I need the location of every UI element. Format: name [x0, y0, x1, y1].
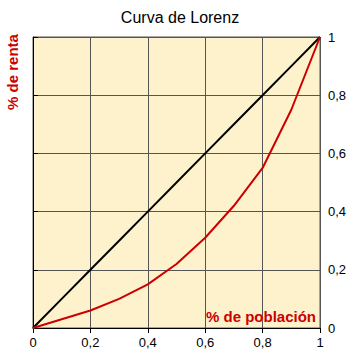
svg-text:% de población: % de población [206, 308, 316, 325]
svg-text:Curva de Lorenz: Curva de Lorenz [121, 9, 239, 26]
svg-text:0,6: 0,6 [328, 146, 346, 161]
svg-text:1: 1 [316, 335, 323, 350]
svg-text:0,4: 0,4 [139, 335, 157, 350]
svg-text:0,8: 0,8 [254, 335, 272, 350]
svg-text:0,2: 0,2 [81, 335, 99, 350]
svg-text:0: 0 [29, 335, 36, 350]
svg-text:1: 1 [328, 30, 335, 45]
svg-text:% de renta: % de renta [4, 33, 21, 110]
svg-text:0,6: 0,6 [196, 335, 214, 350]
svg-text:0,8: 0,8 [328, 88, 346, 103]
svg-text:0,2: 0,2 [328, 262, 346, 277]
svg-text:0: 0 [328, 321, 335, 336]
svg-text:0,4: 0,4 [328, 204, 346, 219]
